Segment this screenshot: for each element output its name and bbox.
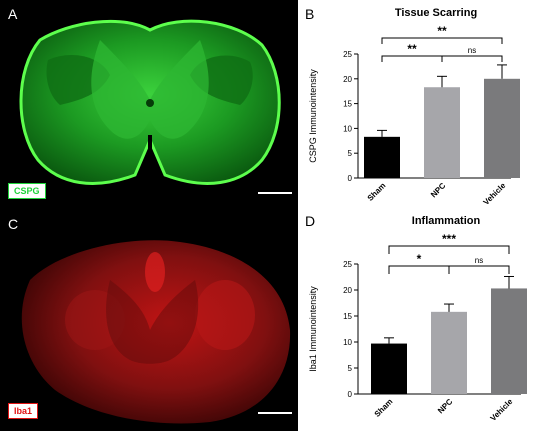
cspg-grey-matter	[91, 40, 209, 139]
y-tick-label: 25	[343, 50, 352, 59]
significance-label: ns	[475, 256, 483, 265]
bar-sham	[364, 136, 400, 178]
y-tick-label: 0	[348, 174, 353, 183]
x-tick-label-sham: Sham	[366, 181, 388, 203]
significance-label: **	[437, 24, 447, 38]
iba1-channel-label: Iba1	[8, 403, 39, 419]
iba1-micrograph: C Iba1	[0, 210, 298, 431]
cspg-central-canal	[146, 99, 154, 107]
bar-vehicle	[484, 78, 520, 178]
x-tick-label-sham: Sham	[373, 397, 395, 419]
y-tick-label: 20	[343, 75, 352, 84]
significance-label: ns	[468, 46, 476, 55]
significance-bracket	[441, 55, 503, 62]
x-tick-label-npc: NPC	[436, 397, 454, 415]
significance-label: ***	[442, 232, 456, 246]
y-tick-label: 5	[348, 364, 353, 373]
significance-label: **	[407, 42, 417, 56]
bar-npc	[431, 311, 467, 394]
significance-bracket	[381, 55, 443, 62]
panel-letter-a: A	[8, 6, 18, 22]
x-tick-label-vehicle: Vehicle	[482, 181, 508, 207]
iba1-hotspot-right	[195, 280, 255, 350]
y-tick-label: 5	[348, 149, 353, 158]
y-tick-label: 15	[343, 312, 352, 321]
y-axis-label: CSPG Immunointensity	[308, 69, 318, 163]
significance-label: *	[417, 252, 422, 266]
y-tick-label: 25	[343, 260, 352, 269]
iba1-scale-bar	[258, 412, 292, 414]
iba1-hotspot-center	[145, 252, 165, 292]
panel-letter-d: D	[305, 213, 316, 229]
cspg-micrograph: A CSPG	[0, 0, 298, 210]
cspg-scale-bar	[258, 192, 292, 194]
y-tick-label: 0	[348, 390, 353, 399]
y-axis-label: Iba1 Immunointensity	[308, 286, 318, 372]
y-tick-label: 20	[343, 286, 352, 295]
significance-bracket	[381, 37, 503, 44]
significance-bracket	[448, 265, 510, 274]
iba1-grey-matter	[106, 280, 199, 364]
y-tick-label: 10	[343, 338, 352, 347]
x-tick-label-npc: NPC	[429, 181, 447, 199]
panel-letter-c: C	[8, 216, 19, 232]
bar-vehicle	[491, 288, 527, 394]
chart-title: Inflammation	[412, 215, 481, 227]
bar-npc	[424, 87, 460, 178]
bar-sham	[371, 343, 407, 394]
y-tick-label: 10	[343, 124, 352, 133]
iba1-hotspot-left	[65, 290, 125, 350]
chart-inflammation: Inflammation Iba1 Immunointensity 0 5 10 15 20…	[308, 215, 527, 423]
significance-bracket	[388, 265, 450, 274]
iba1-tissue-drawing	[21, 240, 291, 424]
significance-bracket	[388, 245, 510, 254]
y-tick-label: 15	[343, 100, 352, 109]
chart-title: Tissue Scarring	[395, 7, 477, 19]
x-tick-label-vehicle: Vehicle	[489, 397, 515, 423]
cspg-tissue-drawing	[19, 19, 281, 185]
chart-tissue-scarring: Tissue Scarring CSPG Immunointensity 0 5 10 1…	[308, 7, 520, 207]
panel-letter-b: B	[305, 6, 315, 22]
cspg-channel-label: CSPG	[8, 183, 46, 199]
